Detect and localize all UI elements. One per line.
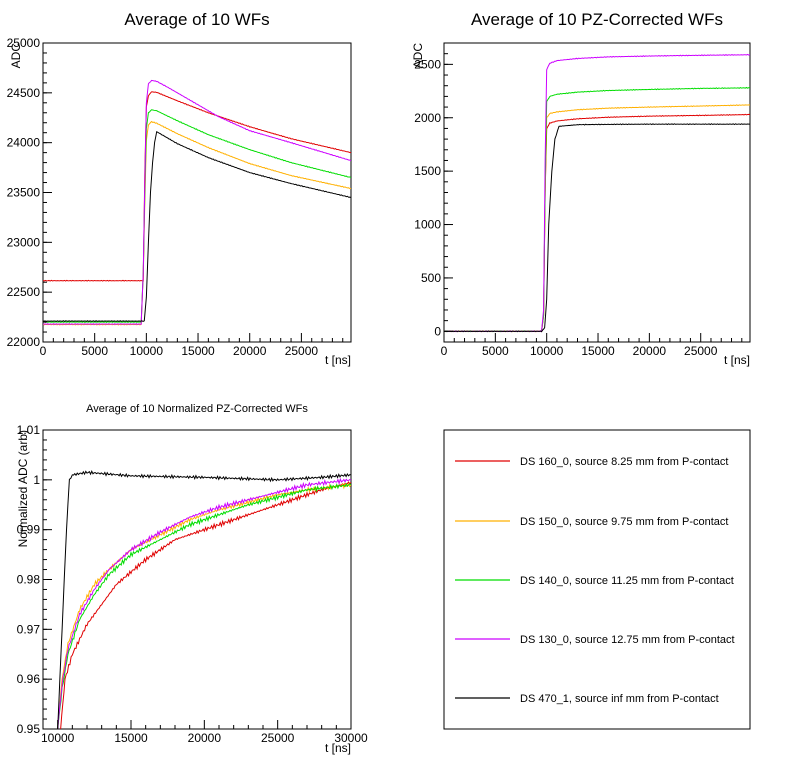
chart-title: Average of 10 Normalized PZ-Corrected WF… [86,403,308,415]
chart-panels: 0 5000 10000 15000 20000 25000220002250023000… [7,10,751,755]
x-tick-label: 10000 [130,344,164,358]
chart-title: Average of 10 WFs [124,10,269,29]
x-axis-label: t [ns] [325,353,351,367]
legend-label-ds160: DS 160_0, source 8.25 mm from P-contact [520,456,728,468]
y-tick-label: 2000 [414,111,441,125]
series-line-1 [60,481,351,729]
series-line-4 [57,477,351,729]
legend-label-ds140: DS 140_0, source 11.25 mm from P-contact [520,575,734,587]
series-line-1 [43,91,351,282]
x-tick-label: 0 [441,344,448,358]
series-line-3 [57,482,351,728]
y-tick-label: 0.95 [17,722,41,736]
y-tick-label: 500 [421,271,441,285]
x-tick-label: 20000 [633,344,667,358]
x-tick-label: 30000 [334,731,368,745]
y-tick-label: 23500 [7,186,41,200]
plot-area [42,42,352,343]
x-tick-label: 25000 [285,344,319,358]
x-tick-label: 15000 [181,344,215,358]
x-tick-label: 25000 [684,344,718,358]
y-tick-label: 24000 [7,136,41,150]
y-tick-label: 0.98 [17,573,41,587]
y-tick-label: 25000 [7,36,41,50]
x-tick-label: 10000 [530,344,564,358]
x-tick-label: 20000 [233,344,267,358]
y-tick-label: 22000 [7,335,41,349]
y-tick-label: 23000 [7,235,41,249]
series-line-3 [43,109,351,324]
series-line-4 [43,79,351,326]
series-line-5 [57,470,351,729]
y-tick-label: 24500 [7,86,41,100]
x-tick-label: 15000 [581,344,615,358]
chart-title: Average of 10 PZ-Corrected WFs [471,10,723,29]
y-tick-label: 1500 [414,164,441,178]
x-tick-label: 5000 [81,344,108,358]
x-tick-label: 0 [40,344,47,358]
x-axis-label: t [ns] [325,741,351,755]
legend: DS 160_0, source 8.25 mm from P-contact … [443,429,751,730]
plot-area [443,42,751,343]
x-tick-label: 25000 [261,731,295,745]
plot-area [42,429,352,730]
y-tick-label: 0 [434,324,441,338]
y-tick-label: 0.96 [17,672,41,686]
x-tick-label: 10000 [41,731,75,745]
y-tick-label: 2500 [414,57,441,71]
chart-panel-3: 10000 15000 20000 25000 30000 0.95 0.96 0.97 0.9… [16,403,368,755]
legend-label-ds130: DS 130_0, source 12.75 mm from P-contact [520,634,735,646]
x-tick-label: 20000 [188,731,222,745]
legend-label-ds150: DS 150_0, source 9.75 mm from P-contact [520,516,728,528]
y-tick-label: 1 [33,473,40,487]
y-tick-label: 0.97 [17,622,41,636]
chart-panel-1: 0 5000 10000 15000 20000 25000 22000 22500 23000… [7,10,352,367]
series-line-5 [43,130,351,323]
y-tick-label: 22500 [7,285,41,299]
chart-panel-2: 0 5000 10000 15000 20000 25000 0 500 1000 1500 200… [411,10,751,367]
y-axis-label: Normalized ADC (arb) [16,430,30,547]
x-axis-label: t [ns] [724,353,750,367]
y-axis-label: ADC [411,43,425,69]
x-tick-label: 5000 [482,344,509,358]
y-tick-label: 1.01 [17,423,41,437]
y-axis-label: ADC [9,43,23,69]
series-line-5 [444,123,750,333]
y-tick-label: 0.99 [17,523,41,537]
legend-label-ds470: DS 470_1, source inf mm from P-contact [520,693,719,705]
x-tick-label: 15000 [114,731,148,745]
y-tick-label: 1000 [414,218,441,232]
